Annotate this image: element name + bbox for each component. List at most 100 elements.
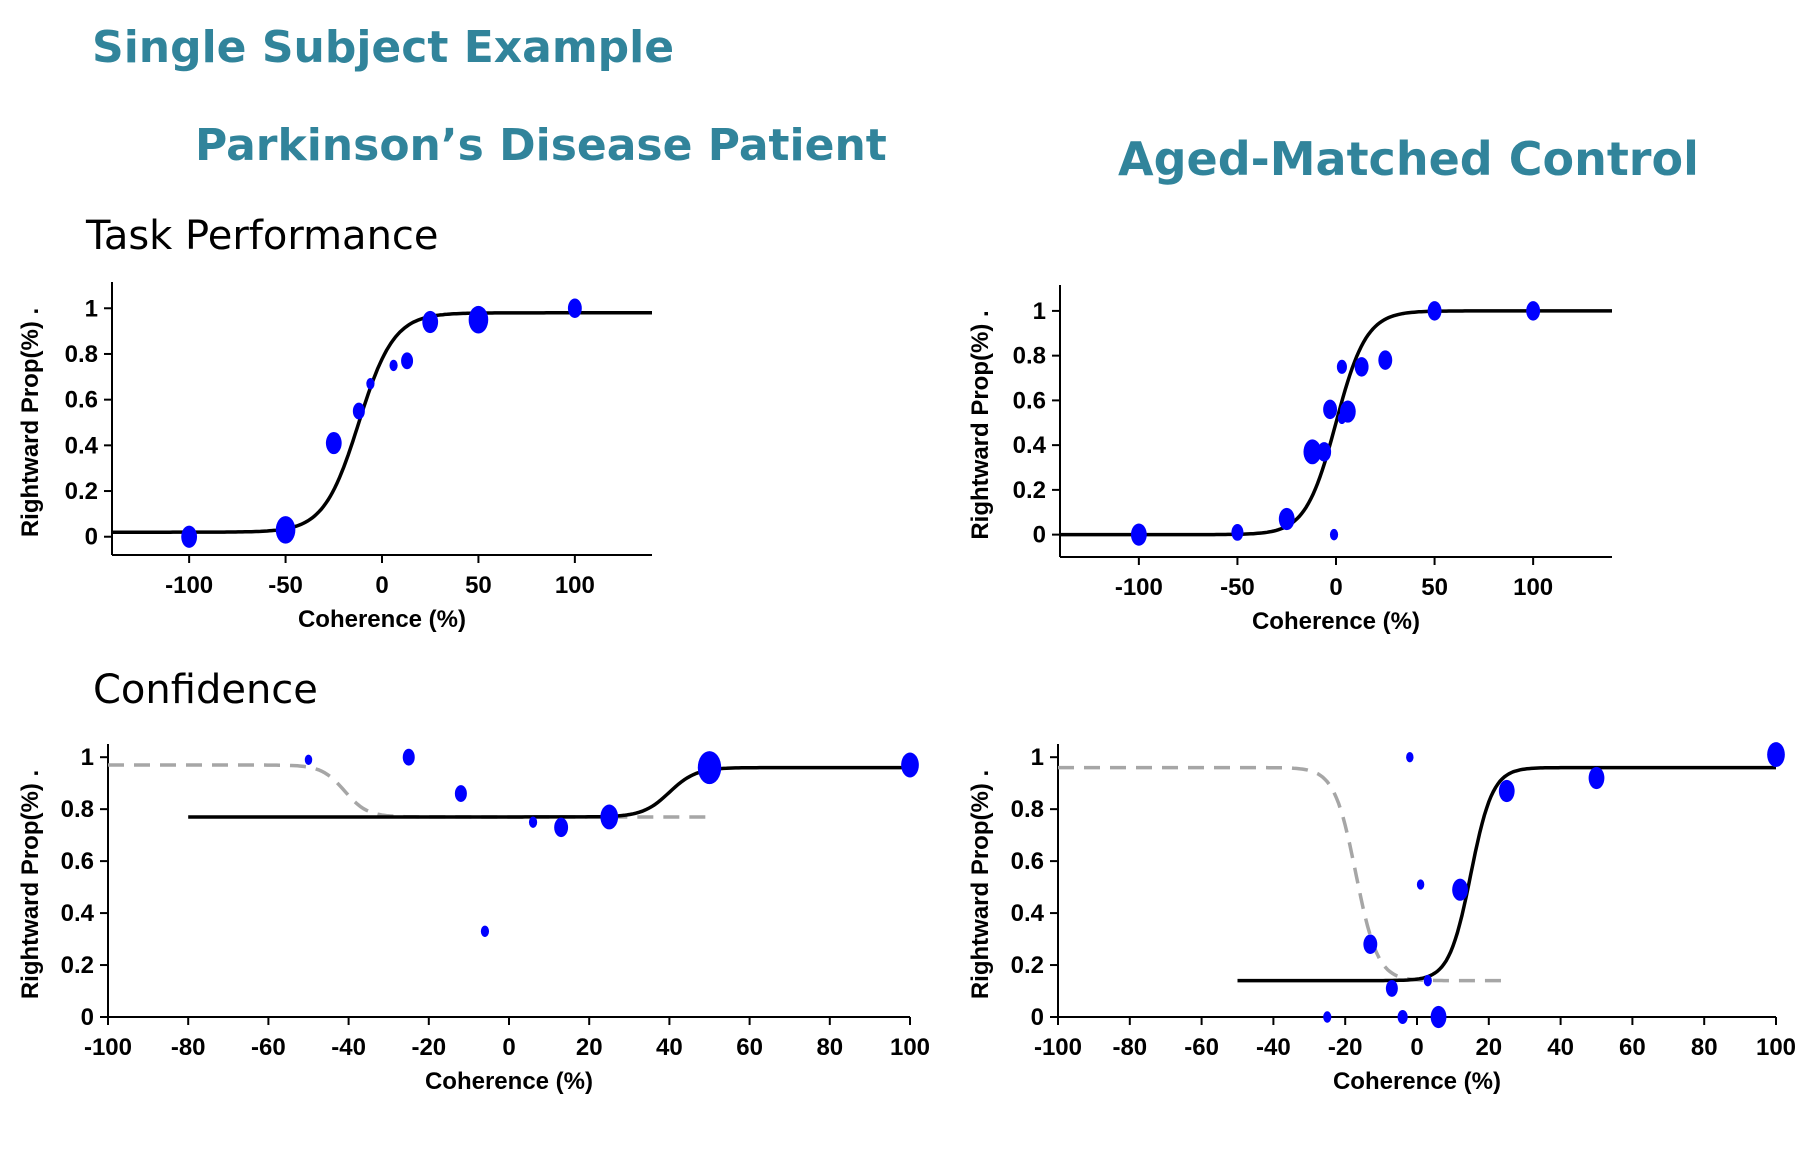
data-point	[1423, 974, 1432, 987]
y-tick-label: 0.6	[1011, 848, 1044, 875]
data-point	[1427, 301, 1442, 321]
x-tick-label: -60	[1184, 1034, 1219, 1061]
x-tick-label: 40	[1547, 1034, 1574, 1061]
data-point	[600, 804, 619, 830]
x-tick-label: 100	[1756, 1034, 1796, 1061]
y-tick-label: 0.8	[61, 796, 94, 823]
control-task-performance-chart: 0 0.2 0.4 0.6 0.8 1 -100 -50 0 50 100 Coherence (%)…	[967, 285, 1612, 635]
data-point	[554, 817, 569, 838]
data-point	[1323, 1011, 1332, 1023]
data-point	[1406, 752, 1414, 763]
y-tick-label: 0.2	[1011, 952, 1044, 979]
data-point	[454, 785, 467, 802]
fit-curve	[112, 311, 652, 534]
y-tick-label: 0.4	[61, 900, 95, 927]
x-tick-label: 80	[816, 1034, 843, 1061]
x-axis-label: Coherence (%)	[1252, 608, 1420, 635]
y-tick-label: 1	[1033, 298, 1046, 325]
x-tick-label: -80	[1112, 1034, 1147, 1061]
x-tick-label: 50	[465, 572, 492, 599]
y-axis-label: Rightward Prop(%) .	[967, 770, 994, 999]
data-point	[402, 748, 415, 766]
x-tick-label: 60	[736, 1034, 763, 1061]
data-point	[304, 754, 313, 765]
x-tick-label: 0	[1410, 1034, 1423, 1061]
data-point	[1385, 980, 1398, 997]
data-point	[1767, 742, 1785, 768]
data-point	[1130, 523, 1147, 546]
data-point	[366, 377, 375, 390]
data-point	[697, 751, 722, 785]
data-point	[181, 525, 198, 548]
x-tick-label: -100	[1034, 1034, 1082, 1061]
y-tick-label: 0.8	[1013, 343, 1046, 370]
y-tick-label: 1	[1031, 744, 1044, 771]
y-tick-label: 0	[85, 524, 98, 551]
y-tick-label: 1	[85, 295, 98, 322]
x-tick-label: 80	[1691, 1034, 1718, 1061]
y-tick-label: 0	[1031, 1004, 1044, 1031]
x-tick-label: -20	[411, 1034, 446, 1061]
x-tick-label: -50	[268, 572, 303, 599]
y-tick-label: 0.4	[65, 432, 99, 459]
data-point	[325, 431, 342, 455]
control-confidence-chart: 0 0.2 0.4 0.6 0.8 1 -100 -80 -60 -40 -20 0 20 40 60 80 1…	[967, 742, 1796, 1095]
data-point	[1317, 442, 1332, 462]
x-axis-label: Coherence (%)	[298, 606, 466, 633]
y-tick-label: 0.2	[61, 952, 94, 979]
y-tick-label: 0.4	[1013, 432, 1047, 459]
y-tick-label: 0.6	[1013, 387, 1046, 414]
pd-task-performance-chart: 0 0.2 0.4 0.6 0.8 1 -100 -50 0 50 100 Coherence (%)…	[17, 282, 652, 633]
data-point	[1363, 934, 1378, 955]
y-axis-label: Rightward Prop(%) .	[17, 770, 44, 999]
y-tick-label: 1	[81, 744, 94, 771]
data-point	[1323, 399, 1338, 420]
y-tick-label: 0	[1033, 522, 1046, 549]
x-tick-label: -40	[1256, 1034, 1291, 1061]
x-axis-label: Coherence (%)	[1333, 1068, 1501, 1095]
y-tick-label: 0	[81, 1004, 94, 1031]
x-tick-label: 0	[502, 1034, 515, 1061]
x-tick-label: 100	[555, 572, 595, 599]
x-axis-label: Coherence (%)	[425, 1068, 593, 1095]
left-title: Parkinson’s Disease Patient	[195, 120, 887, 171]
data-point	[1354, 357, 1369, 377]
y-tick-label: 0.6	[65, 387, 98, 414]
y-tick-label: 0.4	[1011, 900, 1045, 927]
x-tick-label: -100	[165, 572, 213, 599]
y-tick-label: 0.2	[65, 478, 98, 505]
x-tick-label: 100	[1513, 574, 1553, 601]
data-point	[275, 516, 296, 544]
data-point	[468, 305, 489, 334]
fit-curve	[1060, 309, 1612, 537]
x-tick-label: -60	[251, 1034, 286, 1061]
x-tick-label: 0	[1329, 574, 1342, 601]
data-point	[1526, 301, 1541, 321]
data-point	[1303, 439, 1322, 465]
x-tick-label: -100	[84, 1034, 132, 1061]
y-tick-label: 0.8	[65, 341, 98, 368]
data-point	[1397, 1009, 1408, 1025]
x-tick-label: 100	[890, 1034, 930, 1061]
fit-curve	[1237, 765, 1776, 983]
x-tick-label: 60	[1619, 1034, 1646, 1061]
y-tick-label: 0.2	[1013, 477, 1046, 504]
y-tick-label: 0.8	[1011, 796, 1044, 823]
fit-curve	[188, 765, 910, 819]
x-tick-label: 0	[375, 572, 388, 599]
data-point	[1498, 779, 1515, 803]
x-tick-label: 40	[656, 1034, 683, 1061]
data-point	[389, 359, 398, 372]
data-point	[1588, 766, 1605, 790]
x-tick-label: 20	[1475, 1034, 1502, 1061]
x-tick-label: 50	[1421, 574, 1448, 601]
reference-curve-dashed	[108, 763, 710, 819]
data-point	[1430, 1005, 1447, 1029]
reference-curve-dashed	[1058, 765, 1507, 983]
main-title: Single Subject Example	[92, 22, 675, 73]
data-point	[567, 298, 582, 319]
y-axis-label: Rightward Prop(%) .	[17, 308, 44, 537]
x-tick-label: -50	[1220, 574, 1255, 601]
data-point	[1339, 400, 1356, 423]
data-point	[901, 752, 919, 778]
